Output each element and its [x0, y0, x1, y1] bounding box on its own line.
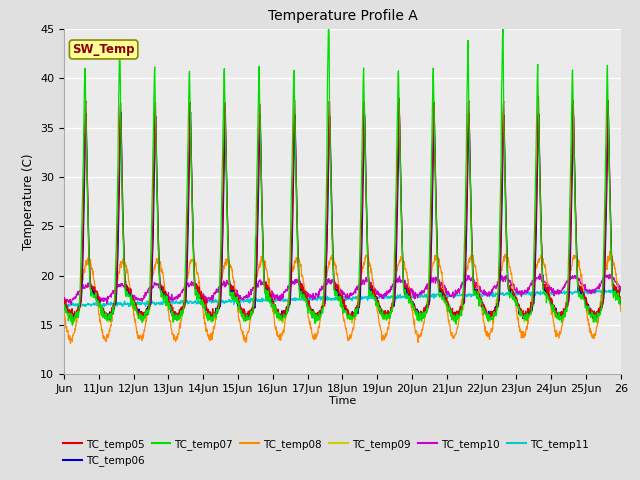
X-axis label: Time: Time: [329, 396, 356, 406]
Legend: TC_temp05, TC_temp06, TC_temp07, TC_temp08, TC_temp09, TC_temp10, TC_temp11: TC_temp05, TC_temp06, TC_temp07, TC_temp…: [59, 435, 593, 470]
Title: Temperature Profile A: Temperature Profile A: [268, 10, 417, 24]
Text: SW_Temp: SW_Temp: [72, 43, 135, 56]
Y-axis label: Temperature (C): Temperature (C): [22, 153, 35, 250]
